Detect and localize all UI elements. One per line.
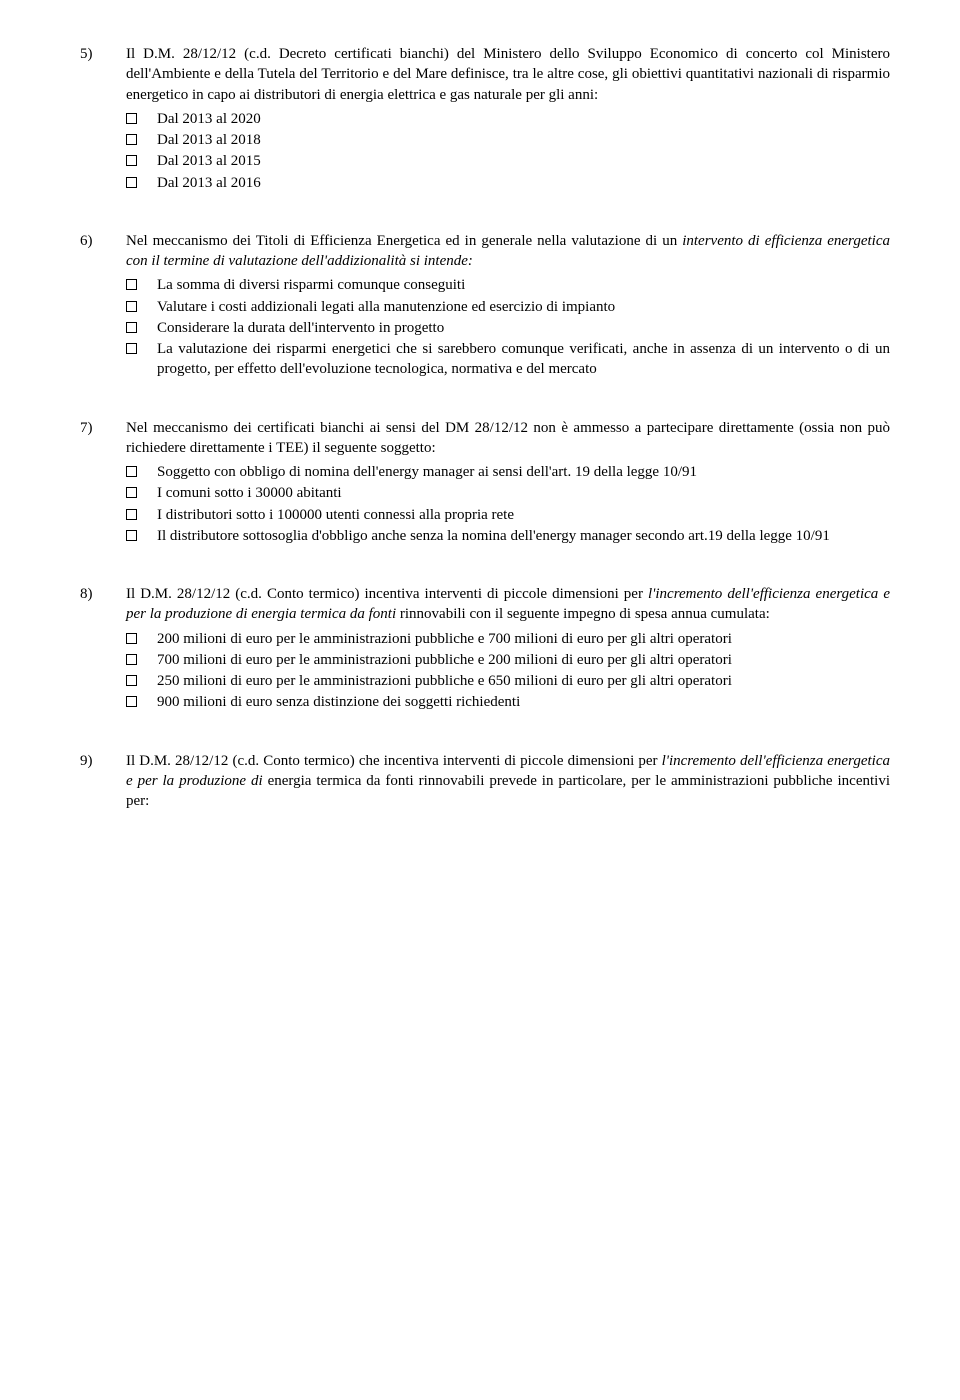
option-row: 200 milioni di euro per le amministrazio…: [126, 629, 890, 649]
option-row: Dal 2013 al 2018: [126, 130, 890, 150]
option-row: I distributori sotto i 100000 utenti con…: [126, 505, 890, 525]
question-block: 8)Il D.M. 28/12/12 (c.d. Conto termico) …: [80, 584, 890, 713]
checkbox-icon[interactable]: [126, 530, 137, 541]
option-row: La valutazione dei risparmi energetici c…: [126, 339, 890, 380]
option-text: I comuni sotto i 30000 abitanti: [157, 483, 890, 503]
question-header: 6)Nel meccanismo dei Titoli di Efficienz…: [80, 231, 890, 272]
question-block: 5)Il D.M. 28/12/12 (c.d. Decreto certifi…: [80, 44, 890, 193]
option-text: Il distributore sottosoglia d'obbligo an…: [157, 526, 890, 546]
question-text-part: rinnovabili con il seguente impegno di s…: [400, 606, 770, 622]
checkbox-icon[interactable]: [126, 279, 137, 290]
question-header: 8)Il D.M. 28/12/12 (c.d. Conto termico) …: [80, 584, 890, 625]
checkbox-icon[interactable]: [126, 696, 137, 707]
question-header: 9)Il D.M. 28/12/12 (c.d. Conto termico) …: [80, 751, 890, 812]
option-row: Dal 2013 al 2015: [126, 151, 890, 171]
option-text: Considerare la durata dell'intervento in…: [157, 318, 890, 338]
question-text: Il D.M. 28/12/12 (c.d. Conto termico) ch…: [126, 751, 890, 812]
checkbox-icon[interactable]: [126, 343, 137, 354]
checkbox-icon[interactable]: [126, 487, 137, 498]
checkbox-icon[interactable]: [126, 177, 137, 188]
question-number: 5): [80, 44, 126, 105]
checkbox-icon[interactable]: [126, 301, 137, 312]
option-text: La somma di diversi risparmi comunque co…: [157, 275, 890, 295]
question-text-part: Il D.M. 28/12/12 (c.d. Conto termico) ch…: [126, 753, 662, 769]
option-text: Dal 2013 al 2016: [157, 173, 890, 193]
question-number: 7): [80, 418, 126, 459]
option-row: Il distributore sottosoglia d'obbligo an…: [126, 526, 890, 546]
option-row: Valutare i costi addizionali legati alla…: [126, 297, 890, 317]
option-row: I comuni sotto i 30000 abitanti: [126, 483, 890, 503]
option-text: Soggetto con obbligo di nomina dell'ener…: [157, 462, 890, 482]
checkbox-icon[interactable]: [126, 113, 137, 124]
option-text: Dal 2013 al 2020: [157, 109, 890, 129]
option-row: Soggetto con obbligo di nomina dell'ener…: [126, 462, 890, 482]
question-header: 5)Il D.M. 28/12/12 (c.d. Decreto certifi…: [80, 44, 890, 105]
question-number: 8): [80, 584, 126, 625]
checkbox-icon[interactable]: [126, 155, 137, 166]
option-text: Dal 2013 al 2018: [157, 130, 890, 150]
question-text-part: Nel meccanismo dei Titoli di Efficienza …: [126, 233, 682, 249]
checkbox-icon[interactable]: [126, 654, 137, 665]
options-list: Dal 2013 al 2020Dal 2013 al 2018Dal 2013…: [126, 109, 890, 193]
option-row: Dal 2013 al 2020: [126, 109, 890, 129]
options-list: 200 milioni di euro per le amministrazio…: [126, 629, 890, 713]
question-text-part: Il D.M. 28/12/12 (c.d. Decreto certifica…: [126, 46, 890, 103]
option-text: La valutazione dei risparmi energetici c…: [157, 339, 890, 380]
option-row: La somma di diversi risparmi comunque co…: [126, 275, 890, 295]
option-text: I distributori sotto i 100000 utenti con…: [157, 505, 890, 525]
options-list: La somma di diversi risparmi comunque co…: [126, 275, 890, 379]
question-text: Il D.M. 28/12/12 (c.d. Decreto certifica…: [126, 44, 890, 105]
question-text: Nel meccanismo dei certificati bianchi a…: [126, 418, 890, 459]
question-text-part: Il D.M. 28/12/12 (c.d. Conto termico) in…: [126, 586, 648, 602]
question-number: 6): [80, 231, 126, 272]
question-header: 7)Nel meccanismo dei certificati bianchi…: [80, 418, 890, 459]
options-list: Soggetto con obbligo di nomina dell'ener…: [126, 462, 890, 546]
option-text: 900 milioni di euro senza distinzione de…: [157, 692, 890, 712]
option-text: 250 milioni di euro per le amministrazio…: [157, 671, 890, 691]
question-block: 9)Il D.M. 28/12/12 (c.d. Conto termico) …: [80, 751, 890, 812]
option-text: Dal 2013 al 2015: [157, 151, 890, 171]
option-row: 250 milioni di euro per le amministrazio…: [126, 671, 890, 691]
question-block: 6)Nel meccanismo dei Titoli di Efficienz…: [80, 231, 890, 380]
checkbox-icon[interactable]: [126, 675, 137, 686]
option-text: 700 milioni di euro per le amministrazio…: [157, 650, 890, 670]
checkbox-icon[interactable]: [126, 509, 137, 520]
question-text: Il D.M. 28/12/12 (c.d. Conto termico) in…: [126, 584, 890, 625]
option-text: 200 milioni di euro per le amministrazio…: [157, 629, 890, 649]
question-text-part: Nel meccanismo dei certificati bianchi a…: [126, 420, 890, 456]
option-row: Considerare la durata dell'intervento in…: [126, 318, 890, 338]
option-text: Valutare i costi addizionali legati alla…: [157, 297, 890, 317]
question-block: 7)Nel meccanismo dei certificati bianchi…: [80, 418, 890, 547]
checkbox-icon[interactable]: [126, 466, 137, 477]
question-text: Nel meccanismo dei Titoli di Efficienza …: [126, 231, 890, 272]
checkbox-icon[interactable]: [126, 322, 137, 333]
option-row: 900 milioni di euro senza distinzione de…: [126, 692, 890, 712]
question-number: 9): [80, 751, 126, 812]
checkbox-icon[interactable]: [126, 134, 137, 145]
option-row: Dal 2013 al 2016: [126, 173, 890, 193]
option-row: 700 milioni di euro per le amministrazio…: [126, 650, 890, 670]
checkbox-icon[interactable]: [126, 633, 137, 644]
